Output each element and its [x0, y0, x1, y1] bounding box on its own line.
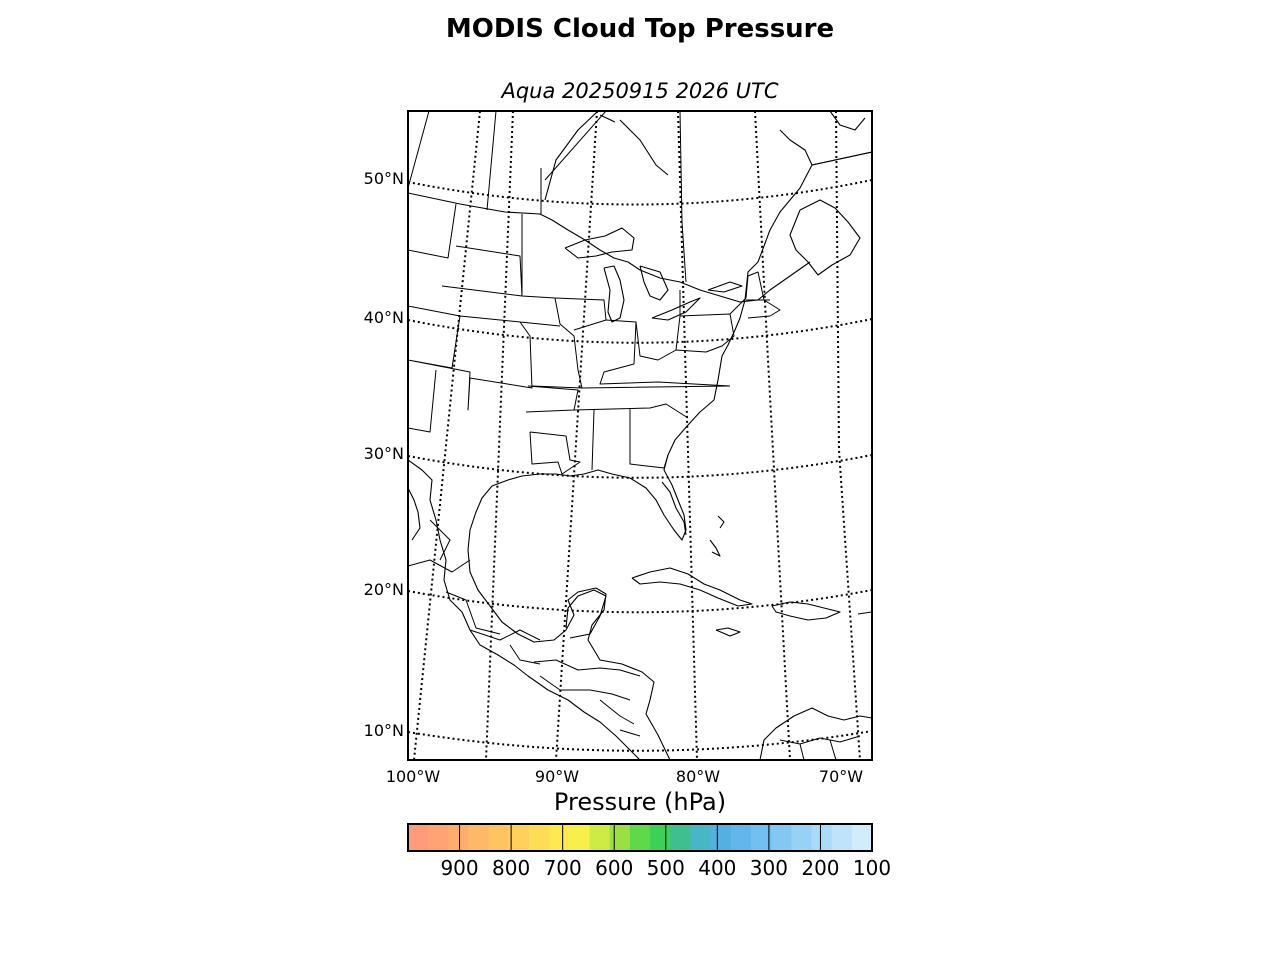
- meridian-80w: [677, 111, 698, 760]
- lat-label-50n: 50°N: [363, 169, 404, 188]
- great-lakes-huron: [639, 265, 669, 301]
- colorbar-tick-label: 300: [749, 856, 788, 880]
- south-america-borders: [779, 735, 861, 760]
- baja-california: [408, 487, 421, 541]
- political-boundaries: [408, 111, 872, 760]
- lat-label-30n: 30°N: [363, 444, 404, 463]
- lon-label-70w: 70°W: [818, 767, 864, 786]
- colorbar-tick-label: 500: [646, 856, 685, 880]
- colorbar-segment: [771, 824, 792, 851]
- colorbar-tick-label: 200: [801, 856, 840, 880]
- map-frame: [407, 110, 873, 761]
- hudson-bay-coast: [544, 111, 669, 201]
- colorbar-segment: [690, 824, 712, 851]
- hispaniola: [771, 601, 841, 621]
- colorbar-segment: [791, 824, 813, 851]
- colorbar-segments: [408, 824, 873, 851]
- colorbar-segment: [529, 824, 550, 851]
- colorbar-frame: [407, 823, 873, 852]
- graticule-meridians: [413, 111, 861, 760]
- colorbar-tick-label: 900: [440, 856, 479, 880]
- puerto-rico: [857, 611, 872, 615]
- colorbar-segment: [730, 824, 752, 851]
- meridian-70w: [835, 111, 861, 760]
- colorbar-segment: [710, 824, 732, 851]
- great-lakes-michigan: [603, 265, 625, 323]
- lat-label-40n: 40°N: [363, 308, 404, 327]
- canada-provinces: [408, 111, 872, 283]
- florida-peninsula: [661, 481, 687, 536]
- colorbar-segment: [488, 824, 510, 851]
- colorbar-tick-label: 800: [492, 856, 531, 880]
- colorbar-segment: [428, 824, 449, 851]
- bahamas: [709, 515, 725, 557]
- meridian-100w: [413, 111, 481, 760]
- colorbar: [407, 823, 873, 852]
- map-subtitle: Aqua 20250915 2026 UTC: [501, 79, 779, 103]
- yucatan: [565, 589, 607, 639]
- lat-label-20n: 20°N: [363, 580, 404, 599]
- colorbar-segment: [670, 824, 692, 851]
- colorbar-segment: [650, 824, 671, 851]
- colorbar-tick-label: 600: [595, 856, 634, 880]
- colorbar-segment: [549, 824, 570, 851]
- map-panel: [407, 110, 873, 761]
- meridian-90w: [555, 111, 598, 760]
- map-title: MODIS Cloud Top Pressure: [445, 14, 835, 44]
- cuba: [631, 567, 753, 607]
- lat-label-10n: 10°N: [363, 721, 404, 740]
- colorbar-segment: [629, 824, 651, 851]
- colorbar-segment: [448, 824, 470, 851]
- colorbar-tick-label: 400: [698, 856, 737, 880]
- south-america-north: [759, 707, 872, 760]
- colorbar-segment: [569, 824, 591, 851]
- state-lines-northeast: [679, 271, 781, 319]
- colorbar-segment: [831, 824, 853, 851]
- meridian-75w: [754, 111, 791, 760]
- coastlines: [408, 111, 872, 760]
- colorbar-tick-label: 700: [543, 856, 582, 880]
- lon-label-80w: 80°W: [675, 767, 721, 786]
- colorbar-segment: [609, 824, 631, 851]
- colorbar-segment: [408, 824, 429, 851]
- labrador-coast: [779, 111, 866, 166]
- lon-label-90w: 90°W: [534, 767, 580, 786]
- map-background: [408, 111, 872, 760]
- lon-label-100w: 100°W: [385, 767, 441, 786]
- colorbar-segment: [811, 824, 833, 851]
- state-lines-west: [408, 203, 533, 433]
- meridian-95w: [485, 111, 514, 760]
- colorbar-segment: [851, 824, 873, 851]
- colorbar-title: Pressure (hPa): [553, 788, 727, 816]
- colorbar-tick-label: 100: [852, 856, 892, 880]
- colorbar-segment: [508, 824, 530, 851]
- newfoundland-maritimes: [789, 199, 861, 276]
- state-lines-central: [519, 214, 607, 475]
- jamaica: [715, 627, 741, 637]
- colorbar-segment: [589, 824, 611, 851]
- colorbar-segment: [468, 824, 490, 851]
- great-lakes-superior: [564, 227, 635, 259]
- mexico-pacific-coast: [408, 459, 641, 760]
- central-america-borders: [533, 659, 641, 737]
- mexico-states: [408, 519, 541, 665]
- colorbar-segment: [750, 824, 772, 851]
- great-lakes-erie-ontario: [651, 281, 743, 321]
